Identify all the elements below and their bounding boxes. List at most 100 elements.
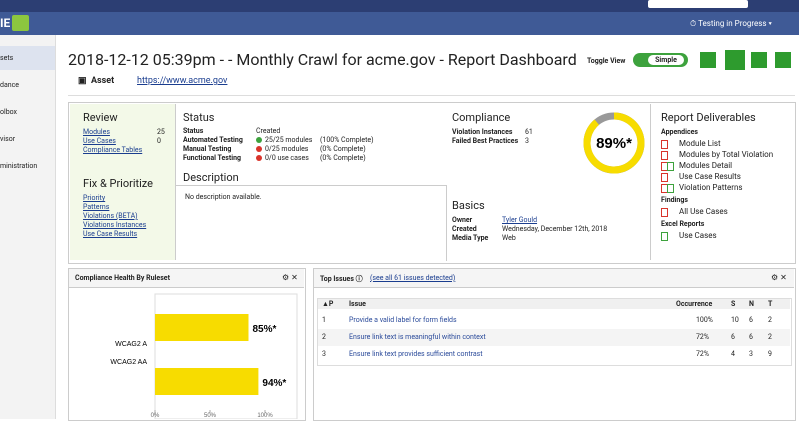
search-box[interactable] [648, 0, 748, 8]
bookmark-button[interactable] [700, 52, 716, 68]
basics-value: Web [502, 234, 516, 242]
gauge-arc [583, 112, 645, 174]
column-header[interactable]: T [768, 300, 773, 308]
panel-controls[interactable]: ⚙ ✕ [282, 273, 298, 282]
fix-link[interactable]: Use Case Results [83, 230, 138, 238]
table-cell[interactable]: Ensure link text is meaningful within co… [349, 333, 486, 341]
column-header[interactable]: Occurrence [676, 300, 713, 308]
deliverable-link[interactable]: Module List [679, 139, 721, 148]
value-label: 85%* [253, 324, 277, 335]
deliverable-link[interactable]: Modules Detail [679, 161, 733, 170]
deliverable-link[interactable]: Modules by Total Violation [679, 150, 774, 159]
fix-link[interactable]: Violations (BETA) [83, 212, 138, 220]
table-cell: 6 [749, 316, 753, 324]
app-label: IE [0, 16, 11, 30]
deliverables-title: Report Deliverables [661, 111, 756, 124]
chart-panel-header [69, 269, 304, 288]
fix-link[interactable]: Patterns [83, 203, 110, 211]
basics-title: Basics [452, 199, 485, 212]
table-cell: 2 [768, 316, 772, 324]
col-divider [650, 104, 651, 260]
table-cell[interactable]: Ensure link text provides sufficient con… [349, 350, 483, 358]
sidebar-item[interactable]: dance [0, 81, 19, 89]
description: No description available. [185, 193, 262, 201]
divider [68, 95, 795, 96]
table-cell: 72% [696, 350, 709, 358]
bar-chart: 0% 50% 100% WCAG2 A 85%* WCAG2 AA 94%* [110, 293, 298, 419]
table-cell: 9 [768, 350, 772, 358]
deliverable-link[interactable]: All Use Cases [679, 207, 728, 216]
deliverable-link[interactable]: Use Case Results [679, 172, 741, 181]
review-box [70, 104, 176, 260]
basics-key: Owner [452, 216, 473, 224]
app-icon[interactable] [12, 15, 29, 31]
status-icon [256, 155, 262, 161]
file-icon [661, 208, 668, 217]
column-header[interactable]: ▲P [322, 300, 334, 308]
file-icon [661, 140, 668, 149]
deliverable-link[interactable]: Violation Patterns [679, 183, 743, 192]
table-cell: 6 [731, 333, 735, 341]
plot-area [154, 293, 298, 419]
status-value: 0/25 modules [265, 145, 309, 153]
review-link[interactable]: Use Cases [83, 137, 116, 145]
review-link[interactable]: Modules [83, 128, 110, 136]
fix-title: Fix & Prioritize [83, 177, 154, 190]
compliance-key: Failed Best Practices [452, 137, 519, 145]
table-cell: 100% [696, 316, 713, 324]
table-cell[interactable]: Provide a valid label for form fields [349, 316, 457, 324]
sidebar [0, 35, 56, 419]
basics-value[interactable]: Tyler Gould [502, 216, 538, 224]
x-tick-label: 0% [151, 413, 160, 419]
nav-bar [0, 12, 799, 35]
file-icon [661, 151, 668, 160]
asset-text: Asset [90, 76, 115, 86]
compliance-key: Violation Instances [452, 128, 513, 136]
edit-button[interactable] [751, 52, 767, 68]
sidebar-item[interactable]: visor [0, 135, 16, 143]
panel-controls[interactable]: ⚙ ✕ [771, 273, 787, 282]
score-label: 89%* [596, 135, 632, 152]
lock-button[interactable] [775, 52, 791, 68]
sidebar-item[interactable]: olbox [0, 108, 18, 116]
top-strip [0, 0, 799, 12]
sidebar-active [0, 46, 55, 70]
category-label: WCAG2 A [115, 341, 147, 348]
issues-title-text: Top Issues [320, 275, 354, 283]
review-link[interactable]: Compliance Tables [83, 146, 143, 154]
row-stripe [318, 329, 790, 346]
column-header[interactable]: N [749, 300, 754, 308]
fix-link[interactable]: Violations Instances [83, 221, 147, 229]
file-icon [661, 232, 668, 241]
table-cell: 1 [322, 316, 326, 324]
asset-url[interactable]: https://www.acme.gov [137, 76, 228, 86]
status-menu[interactable]: ⏱ Testing in Progress ▾ [690, 19, 772, 28]
compliance-value: 61 [525, 128, 533, 136]
deliverable-group: Findings [661, 196, 688, 204]
deliverable-link[interactable]: Use Cases [679, 231, 717, 240]
page-title: 2018-12-12 05:39pm - - Monthly Crawl for… [68, 50, 577, 69]
fix-link[interactable]: Priority [83, 194, 106, 202]
status-note: (100% Complete) [320, 136, 374, 144]
review-count: 25 [157, 128, 165, 136]
issues-title: Top Issues ⓘ [320, 275, 363, 283]
toggle-state: Simple [648, 55, 684, 65]
bar [155, 314, 249, 341]
summary-panel [68, 102, 796, 264]
issues-link[interactable]: (see all 61 issues detected) [370, 274, 456, 282]
status-value: 25/25 modules [265, 136, 313, 144]
sidebar-item[interactable]: ministration [0, 162, 38, 170]
value-label: 94%* [262, 378, 286, 389]
add-button[interactable] [725, 50, 745, 70]
status-key: Functional Testing [183, 154, 242, 162]
sidebar-item[interactable]: sets [0, 54, 14, 62]
column-header[interactable]: Issue [349, 300, 366, 308]
status-note: (0% Complete) [320, 154, 366, 162]
issues-panel-header [314, 269, 794, 288]
column-header[interactable]: S [731, 300, 736, 308]
status-value: Created [256, 127, 281, 135]
table-cell: 72% [696, 333, 709, 341]
table-cell: 3 [322, 350, 326, 358]
table-cell: 10 [731, 316, 739, 324]
status-note: (0% Complete) [320, 145, 366, 153]
